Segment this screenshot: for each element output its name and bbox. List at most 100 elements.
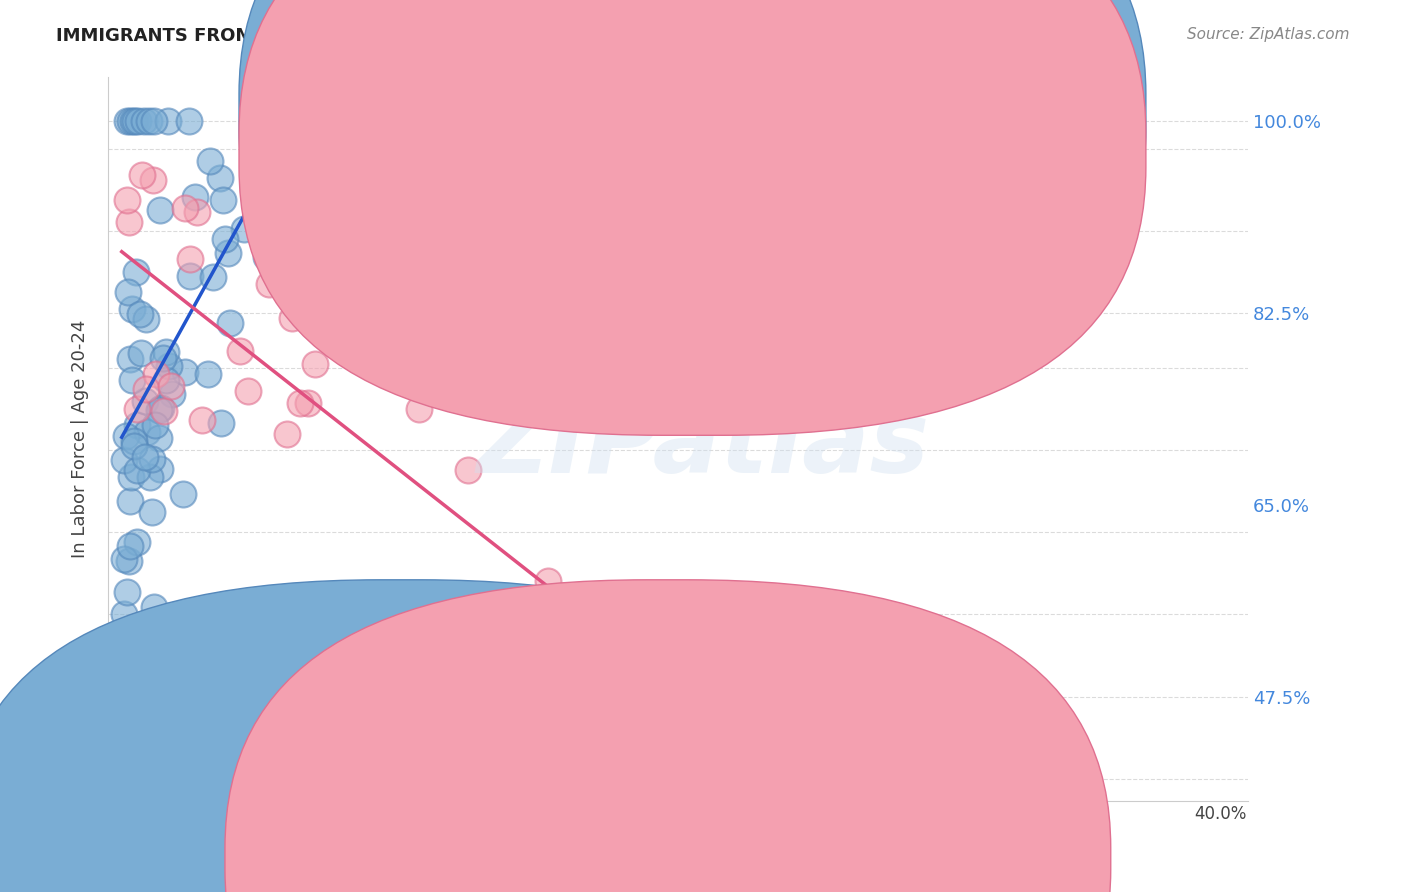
Point	[114, 646, 136, 660]
Point	[149, 202, 172, 217]
Point	[391, 612, 413, 626]
Point	[125, 534, 148, 549]
Point	[229, 344, 252, 359]
Point	[186, 205, 208, 219]
Point	[288, 395, 311, 409]
Point	[134, 450, 156, 464]
Point	[117, 285, 139, 299]
Point	[141, 452, 163, 467]
Point	[184, 189, 207, 203]
Point	[115, 194, 138, 208]
Text: Immigrants from Belarus: Immigrants from Belarus	[422, 847, 647, 865]
Point	[155, 373, 177, 387]
Point	[139, 470, 162, 484]
Point	[124, 114, 146, 128]
Point	[142, 114, 165, 128]
Point	[145, 367, 167, 381]
Point	[217, 246, 239, 260]
Point	[149, 401, 172, 415]
Point	[132, 114, 155, 128]
Point	[565, 700, 588, 714]
Point	[138, 114, 160, 128]
Point	[148, 431, 170, 445]
Point	[121, 114, 143, 128]
Point	[408, 401, 430, 416]
Point	[249, 114, 271, 128]
Point	[134, 393, 156, 408]
Point	[122, 439, 145, 453]
Point	[125, 265, 148, 279]
Point	[162, 386, 184, 401]
Point	[179, 268, 201, 283]
Point	[254, 250, 277, 264]
Point	[276, 426, 298, 441]
Point	[160, 379, 183, 393]
Point	[238, 384, 260, 399]
Point	[121, 373, 143, 387]
Point	[149, 462, 172, 476]
Point	[120, 352, 142, 367]
Point	[177, 114, 200, 128]
Point	[281, 310, 304, 325]
Point	[212, 193, 235, 207]
Point	[157, 114, 180, 128]
Point	[257, 277, 280, 291]
Point	[153, 404, 176, 418]
Point	[120, 539, 142, 553]
Point	[214, 232, 236, 246]
Point	[121, 301, 143, 316]
Point	[115, 114, 138, 128]
Point	[128, 307, 150, 321]
Point	[143, 418, 166, 433]
Point	[114, 552, 136, 566]
Point	[209, 416, 232, 430]
Point	[125, 417, 148, 432]
Point	[191, 412, 214, 426]
Point	[276, 175, 298, 189]
Point	[127, 463, 149, 477]
Point	[202, 270, 225, 285]
Point	[114, 607, 136, 621]
Point	[117, 214, 139, 228]
Text: R =  0.275: R = 0.275	[759, 107, 863, 126]
Text: IMMIGRANTS FROM BELARUS VS COMANCHE IN LABOR FORCE | AGE 20-24 CORRELATION CHART: IMMIGRANTS FROM BELARUS VS COMANCHE IN L…	[56, 27, 1028, 45]
Point	[197, 367, 219, 381]
Point	[114, 453, 136, 467]
Point	[118, 554, 141, 568]
Point	[118, 494, 141, 508]
Point	[179, 252, 201, 266]
Text: N = 27: N = 27	[900, 147, 973, 166]
Text: Comanche: Comanche	[697, 847, 793, 865]
Point	[125, 749, 148, 764]
Text: Source: ZipAtlas.com: Source: ZipAtlas.com	[1187, 27, 1350, 42]
Point	[135, 382, 157, 396]
Point	[135, 425, 157, 439]
Point	[457, 463, 479, 477]
Text: N = 70: N = 70	[900, 107, 973, 126]
Point	[131, 168, 153, 182]
Text: ZIPatlas: ZIPatlas	[477, 398, 929, 494]
Point	[155, 345, 177, 359]
Point	[120, 469, 142, 483]
Point	[143, 600, 166, 615]
Point	[141, 505, 163, 519]
Point	[122, 434, 145, 448]
Point	[118, 739, 141, 753]
Y-axis label: In Labor Force | Age 20-24: In Labor Force | Age 20-24	[72, 320, 89, 558]
Point	[141, 684, 163, 698]
Point	[127, 114, 149, 128]
Point	[304, 357, 326, 371]
Point	[297, 395, 319, 409]
Point	[118, 114, 141, 128]
Point	[233, 221, 256, 235]
Point	[115, 585, 138, 599]
Point	[537, 574, 560, 588]
Point	[200, 154, 222, 169]
Point	[129, 346, 152, 360]
Point	[157, 359, 180, 373]
Point	[135, 312, 157, 326]
Point	[209, 171, 232, 186]
Point	[152, 351, 174, 365]
Point	[174, 201, 197, 215]
Point	[219, 316, 242, 330]
